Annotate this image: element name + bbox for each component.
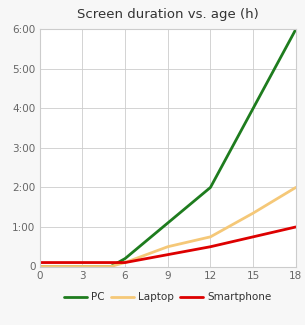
PC: [209, 186, 212, 189]
Line: Smartphone: Smartphone: [40, 227, 296, 263]
Smartphone: [38, 261, 41, 265]
Laptop: [251, 211, 255, 215]
PC: [294, 27, 298, 31]
Smartphone: [109, 261, 113, 265]
PC: [251, 106, 255, 110]
Laptop: [209, 235, 212, 239]
PC: [38, 265, 41, 268]
Laptop: [109, 265, 113, 268]
Smartphone: [251, 235, 255, 239]
Smartphone: [294, 225, 298, 229]
Smartphone: [209, 245, 212, 249]
Smartphone: [166, 253, 170, 257]
Line: Laptop: Laptop: [40, 188, 296, 266]
Line: PC: PC: [40, 29, 296, 266]
Title: Screen duration vs. age (h): Screen duration vs. age (h): [77, 8, 259, 21]
Legend: PC, Laptop, Smartphone: PC, Laptop, Smartphone: [60, 288, 276, 306]
PC: [166, 221, 170, 225]
Laptop: [38, 265, 41, 268]
PC: [123, 257, 127, 261]
Laptop: [294, 186, 298, 189]
PC: [109, 265, 113, 268]
Smartphone: [123, 261, 127, 265]
Laptop: [123, 261, 127, 265]
Laptop: [166, 245, 170, 249]
